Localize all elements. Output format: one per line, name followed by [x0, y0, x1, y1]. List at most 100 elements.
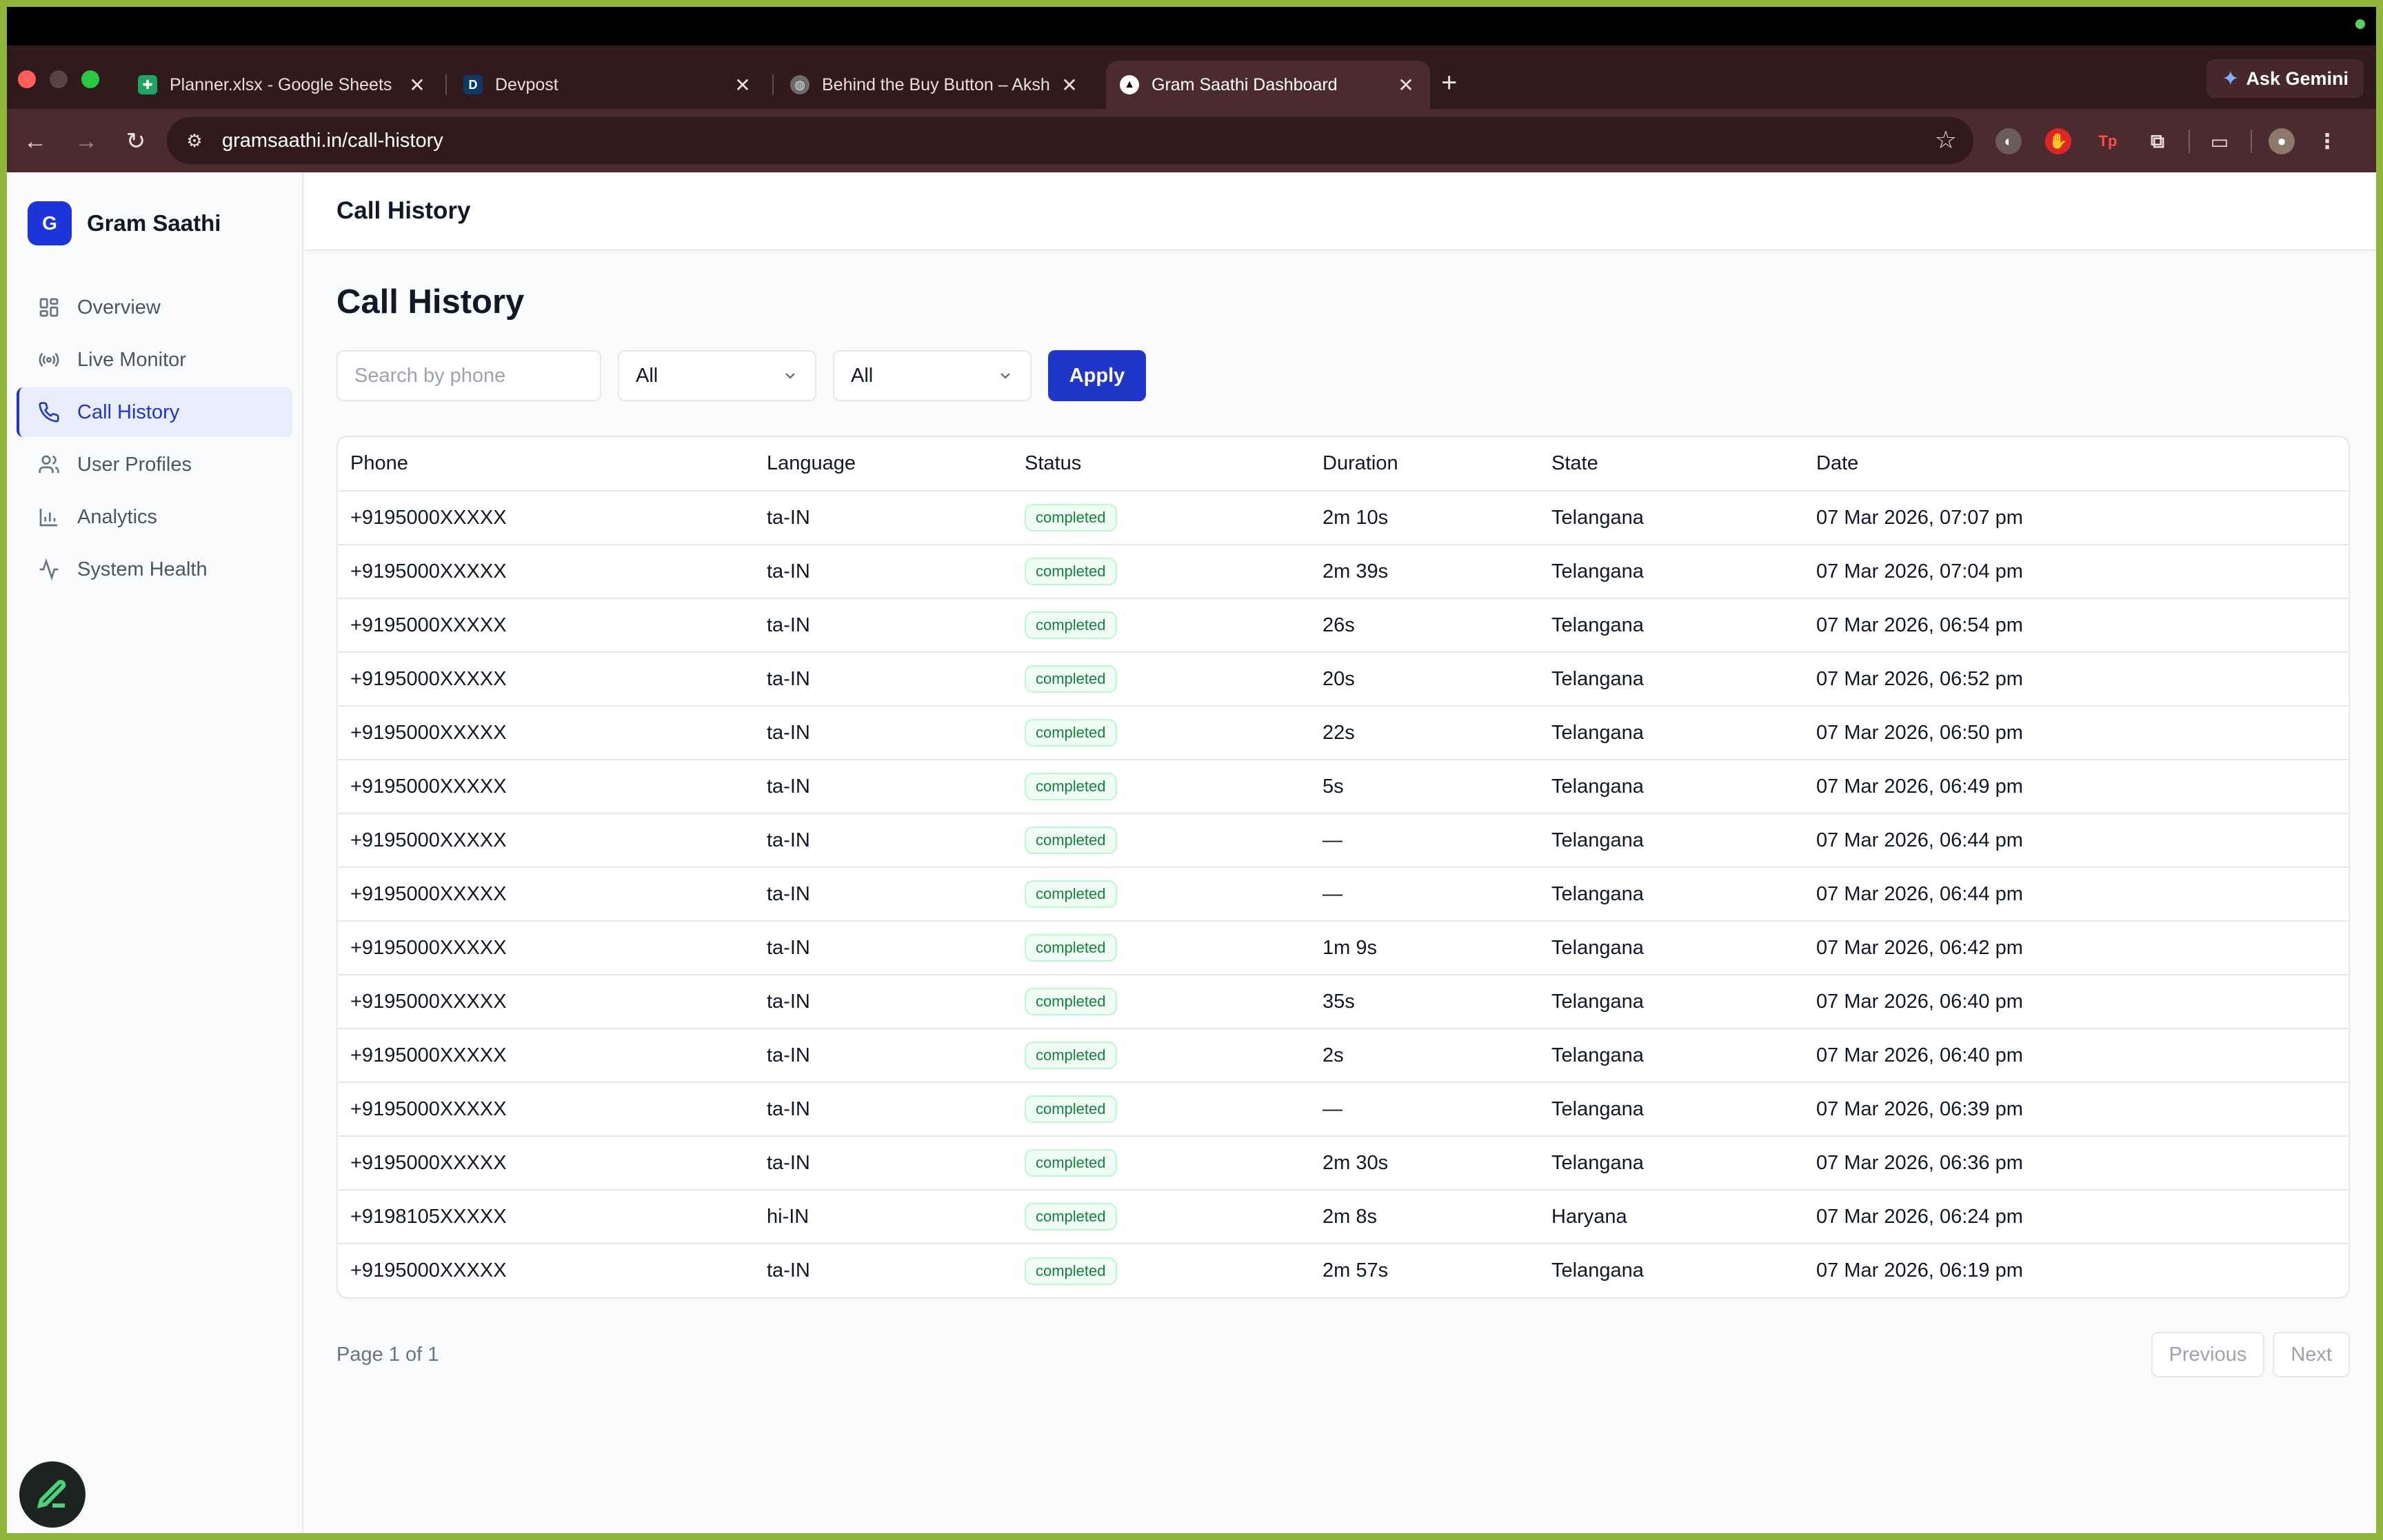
language-cell: ta-IN [754, 1136, 1012, 1191]
table-row[interactable]: +9195000XXXXX ta-IN completed 2s Telangana 07… [338, 1029, 2349, 1083]
new-tab-icon[interactable]: + [1441, 68, 1458, 98]
column-header: Phone [338, 437, 754, 492]
close-icon[interactable]: ✕ [734, 74, 751, 96]
table-row[interactable]: +9195000XXXXX ta-IN completed 1m 9s Telangan… [338, 921, 2349, 975]
site-settings-icon[interactable]: ⚙ [186, 130, 203, 151]
adblock-extension-icon[interactable]: ✋ [2045, 128, 2071, 154]
tab-planner[interactable]: ✚ Planner.xlsx - Google Sheets ✕ [124, 61, 441, 109]
language-cell: ta-IN [754, 1082, 1012, 1137]
status-cell: completed [1012, 921, 1310, 975]
tp-extension-icon[interactable]: Tp [2098, 132, 2118, 150]
table-row[interactable]: +9195000XXXXX ta-IN completed 2m 10s Telanga… [338, 491, 2349, 545]
apply-button[interactable]: Apply [1048, 350, 1146, 401]
table-row[interactable]: +9195000XXXXX ta-IN completed 2m 30s Telanga… [338, 1136, 2349, 1191]
language-cell: ta-IN [767, 1259, 810, 1281]
duration-cell: — [1310, 867, 1539, 922]
status-cell: completed [1012, 813, 1310, 868]
table-row[interactable]: +9195000XXXXX ta-IN completed 22s Telangana 0… [338, 706, 2349, 760]
close-icon[interactable]: ✕ [1398, 74, 1414, 96]
browser-window: ✚ Planner.xlsx - Google Sheets ✕ D Devpo… [7, 7, 2376, 1533]
duration-cell: 35s [1310, 975, 1539, 1029]
avatar[interactable]: ● [2269, 128, 2295, 154]
status-cell: completed [1012, 760, 1310, 814]
maximize-window-button[interactable] [81, 70, 99, 88]
language-cell: ta-IN [754, 867, 1012, 922]
close-window-button[interactable] [18, 70, 36, 88]
sidebar-item-call-history[interactable]: Call History [17, 387, 292, 437]
date-cell: 07 Mar 2026, 06:44 pm [1804, 813, 2349, 868]
table-row[interactable]: +9195000XXXXX ta-IN completed 35s Telangana 0… [338, 975, 2349, 1029]
extension-icon[interactable]: ◐ [1995, 128, 2022, 154]
table-row[interactable]: +9195000XXXXX ta-IN completed 20s Telangana 0… [338, 652, 2349, 707]
sidebar-item-live-monitor[interactable]: Live Monitor [17, 335, 292, 385]
table-row[interactable]: +9195000XXXXX ta-IN completed 2m 39s Telanga… [338, 545, 2349, 599]
table-row[interactable]: +9195000XXXXX ta-IN completed — Telangana 07 … [338, 1082, 2349, 1137]
status-cell: completed [1012, 867, 1310, 922]
search-input[interactable] [336, 350, 601, 401]
phone-cell: +9198105XXXXX [338, 1190, 754, 1244]
state-cell: Telangana [1539, 598, 1804, 653]
edit-button[interactable] [19, 1461, 86, 1528]
date-cell: 07 Mar 2026, 06:36 pm [1804, 1136, 2349, 1191]
phone-cell: +9195000XXXXX [338, 813, 754, 868]
previous-button[interactable]: Previous [2151, 1332, 2265, 1377]
back-icon[interactable]: ← [23, 128, 47, 154]
state-cell: Telangana [1551, 1259, 1644, 1281]
language-cell: ta-IN [754, 491, 1012, 545]
duration-cell: 2m 30s [1310, 1136, 1539, 1191]
state-select[interactable]: All [833, 350, 1032, 401]
state-cell: Telangana [1539, 921, 1804, 975]
duration-cell: 22s [1310, 706, 1539, 760]
address-bar[interactable]: ⚙ gramsaathi.in/call-history ☆ [167, 117, 1973, 164]
puzzle-icon[interactable]: ⧉ [2151, 130, 2164, 152]
phone-cell: +9195000XXXXX [338, 921, 754, 975]
phone-cell: +9195000XXXXX [350, 1259, 507, 1281]
date-cell: 07 Mar 2026, 06:39 pm [1804, 1082, 2349, 1137]
tab-gram-saathi[interactable]: ▲ Gram Saathi Dashboard ✕ [1106, 61, 1430, 109]
table-header-row: Phone Language Status Duration State Dat… [338, 437, 2349, 492]
state-cell: Telangana [1539, 1136, 1804, 1191]
ask-gemini-button[interactable]: ✦ Ask Gemini [2206, 59, 2364, 98]
state-cell: Haryana [1539, 1190, 1804, 1244]
table-row[interactable]: +9195000XXXXX ta-IN completed 5s Telangana 07… [338, 760, 2349, 814]
column-header: Language [754, 437, 1012, 492]
column-header: Duration [1310, 437, 1539, 492]
language-cell: ta-IN [754, 760, 1012, 814]
reading-mode-icon[interactable]: ▭ [2210, 130, 2229, 152]
status-cell: completed [1012, 1082, 1310, 1137]
state-cell: Telangana [1539, 652, 1804, 707]
tab-behind-buy-button[interactable]: ◍ Behind the Buy Button – Aksh ✕ [776, 61, 1094, 109]
minimize-window-button[interactable] [50, 70, 68, 88]
forward-icon[interactable]: → [74, 128, 98, 154]
next-button[interactable]: Next [2273, 1332, 2350, 1377]
kebab-menu-icon[interactable]: ⋮ [2317, 130, 2337, 153]
sidebar-item-system-health[interactable]: System Health [17, 545, 292, 594]
table-row[interactable]: +9198105XXXXX hi-IN completed 2m 8s Haryana 0… [338, 1190, 2349, 1244]
sidebar-item-analytics[interactable]: Analytics [17, 492, 292, 542]
close-icon[interactable]: ✕ [1061, 74, 1078, 96]
table-row[interactable]: +9195000XXXXX ta-IN completed — Telangana 07 … [338, 867, 2349, 922]
sidebar-item-user-profiles[interactable]: User Profiles [17, 440, 292, 489]
state-cell: Telangana [1539, 813, 1804, 868]
column-header: Date [1804, 437, 2349, 492]
close-icon[interactable]: ✕ [409, 74, 425, 96]
status-cell: completed [1012, 1244, 1310, 1297]
status-badge: completed [1025, 665, 1117, 693]
tab-devpost[interactable]: D Devpost ✕ [450, 61, 767, 109]
bookmark-star-icon[interactable]: ☆ [1934, 125, 1957, 154]
sidebar-item-overview[interactable]: Overview [17, 283, 292, 332]
table-row[interactable]: +9195000XXXXX ta-IN completed 26s Telangana 0… [338, 598, 2349, 653]
language-cell: ta-IN [754, 598, 1012, 653]
table-row[interactable]: +9195000XXXXX ta-IN completed — Telangana 07 … [338, 813, 2349, 868]
date-cell: 07 Mar 2026, 06:50 pm [1804, 706, 2349, 760]
language-cell: hi-IN [754, 1190, 1012, 1244]
pencil-icon [37, 1479, 66, 1509]
app-root: G Gram Saathi Overview Live Monitor Call… [7, 172, 2376, 1533]
status-badge: completed [1025, 1042, 1117, 1069]
brand[interactable]: G Gram Saathi [28, 201, 221, 245]
reload-icon[interactable]: ↻ [125, 128, 146, 154]
table-row[interactable]: +9195000XXXXX ta-IN completed 2m 57s Telanga… [338, 1244, 2349, 1297]
duration-cell: 2m 57s [1323, 1259, 1389, 1281]
language-cell: ta-IN [754, 706, 1012, 760]
language-select[interactable]: All [618, 350, 816, 401]
